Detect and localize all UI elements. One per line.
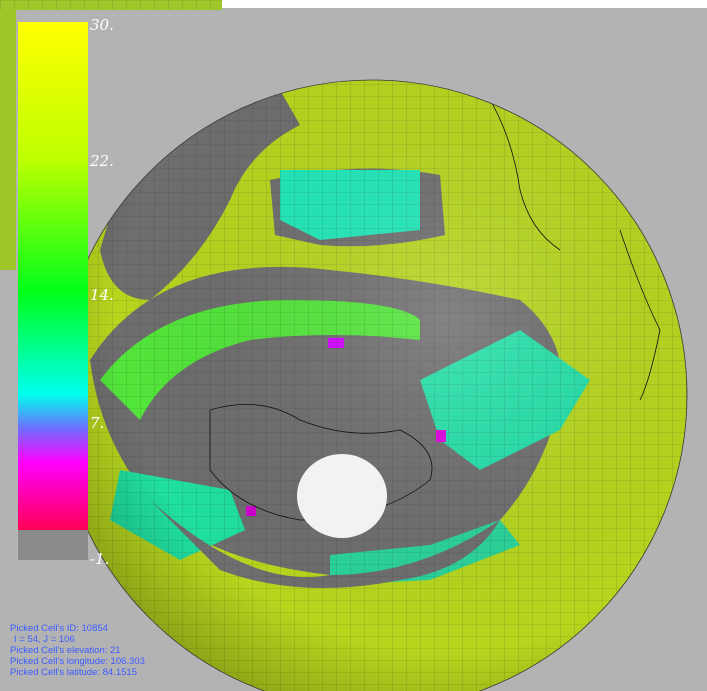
picked-cell-longitude: Picked Cell's longitude: 106.303	[10, 656, 145, 667]
legend-tick-7: 7.	[90, 414, 105, 432]
legend-tick-max: 30.	[90, 16, 114, 34]
legend-tick-14: 14.	[90, 286, 114, 304]
globe-icon[interactable]	[57, 70, 687, 691]
top-strip	[222, 0, 707, 8]
background-globe-fragment	[0, 0, 222, 270]
color-legend-gradient	[18, 22, 88, 530]
picked-cell-info: Picked Cell's ID: 10854 I = 54, J = 106 …	[10, 623, 145, 678]
color-legend: 30. 22. 14. 7. -1.	[18, 18, 114, 567]
picked-cell-indices: I = 54, J = 106	[14, 634, 75, 645]
legend-tick-min: -1.	[90, 550, 110, 568]
picked-cell-elevation: Picked Cell's elevation: 21	[10, 645, 121, 656]
legend-tick-22: 22.	[90, 152, 114, 170]
picked-cell-id: Picked Cell's ID: 10854	[10, 623, 108, 634]
pole-cap-icon	[297, 454, 387, 538]
picked-cell-latitude: Picked Cell's latitude: 84.1515	[10, 667, 137, 678]
color-legend-nodata	[18, 530, 88, 560]
